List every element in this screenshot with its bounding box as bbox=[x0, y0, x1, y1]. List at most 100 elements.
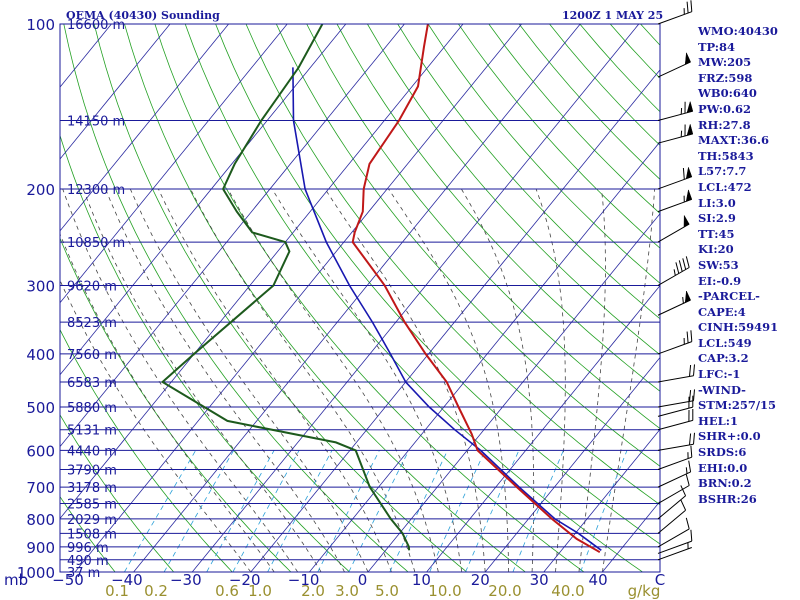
mixing-ratio-line bbox=[232, 450, 300, 572]
wind-barb bbox=[657, 166, 693, 190]
pressure-tick-label: 700 bbox=[26, 479, 55, 497]
wind-barb bbox=[657, 460, 692, 488]
height-label: 1508 m bbox=[67, 527, 117, 542]
wind-barb-full bbox=[680, 499, 687, 511]
wind-barb-full bbox=[682, 167, 685, 180]
mixing-ratio-tick-label: 0.6 bbox=[215, 582, 239, 600]
stability-index-item: WMO:40430 bbox=[698, 24, 778, 38]
wind-barb-pennant bbox=[683, 214, 690, 228]
pressure-unit-label: mb bbox=[4, 571, 28, 589]
wind-barb-half bbox=[673, 269, 676, 276]
temperature-tick-label: −30 bbox=[170, 571, 202, 589]
temperature-trace bbox=[351, 24, 601, 554]
wind-barb-pennant bbox=[686, 123, 694, 136]
stability-index-item: LFC:-1 bbox=[698, 367, 741, 382]
grid-lines bbox=[60, 24, 660, 572]
height-label: 37 m bbox=[67, 566, 100, 581]
wind-barb-full bbox=[693, 364, 695, 376]
wind-barb-pennant bbox=[684, 51, 691, 65]
wind-barb-half bbox=[685, 467, 688, 474]
wind-barb-staff bbox=[657, 509, 686, 534]
pressure-tick-label: 800 bbox=[26, 511, 55, 529]
mixing-ratio-line bbox=[348, 450, 410, 572]
isotherm bbox=[60, 24, 229, 232]
wind-barb-staff bbox=[657, 485, 690, 504]
pressure-tick-label: 200 bbox=[26, 181, 55, 199]
wind-barb-staff bbox=[657, 419, 693, 431]
wind-barb bbox=[657, 485, 687, 520]
height-label: 16600 m bbox=[67, 18, 125, 33]
wind-barb-full bbox=[686, 331, 689, 344]
pressure-tick-label: 400 bbox=[26, 346, 55, 364]
wind-barb-full bbox=[690, 0, 693, 12]
wind-barb-staff bbox=[657, 540, 692, 554]
profile-lines bbox=[160, 24, 602, 554]
stability-index-item: CAPE:4 bbox=[698, 304, 746, 319]
wind-barb-full bbox=[693, 389, 695, 401]
wind-barb-full bbox=[688, 460, 692, 472]
temperature-tick-label: −10 bbox=[288, 571, 320, 589]
wind-barb-staff bbox=[657, 400, 694, 408]
wind-barb bbox=[657, 51, 691, 78]
isotherm bbox=[60, 24, 347, 376]
isotherm bbox=[60, 24, 288, 304]
stability-index-item: SRDS:6 bbox=[698, 445, 747, 460]
mixing-ratio-tick-label: 10.0 bbox=[428, 582, 461, 600]
wind-barbs bbox=[657, 0, 695, 561]
stability-index-item: L57:7.7 bbox=[698, 164, 747, 179]
parcel-trace bbox=[292, 67, 602, 551]
moist-adiabat bbox=[271, 188, 463, 572]
height-label: 9620 m bbox=[67, 279, 117, 294]
pressure-tick-label: 1000 bbox=[17, 564, 55, 582]
mixing-ratio-tick-label: 20.0 bbox=[488, 582, 521, 600]
wind-barb-full bbox=[689, 390, 692, 402]
temperature-unit-label: C bbox=[655, 571, 665, 589]
temperature-tick-label: 10 bbox=[412, 571, 431, 589]
wind-barb-staff bbox=[657, 471, 691, 488]
wind-barb bbox=[657, 214, 690, 243]
dry-adiabat bbox=[124, 24, 526, 572]
height-label: 996 m bbox=[67, 541, 109, 556]
stability-index-item: TP:84 bbox=[698, 39, 736, 54]
temperature-tick-label: 30 bbox=[530, 571, 549, 589]
mixing-ratio-line bbox=[163, 450, 235, 572]
stability-index-item: TH:5843 bbox=[698, 148, 754, 163]
wind-barb bbox=[657, 389, 695, 408]
moist-adiabat bbox=[461, 188, 535, 572]
height-label: 14150 m bbox=[67, 114, 125, 129]
wind-barb-pennant bbox=[686, 100, 694, 114]
stability-index-item: -PARCEL- bbox=[698, 289, 760, 304]
isotherm bbox=[191, 24, 640, 572]
dry-adiabat bbox=[215, 24, 660, 545]
mixing-ratio-line bbox=[317, 450, 380, 572]
wind-barb-pennant bbox=[684, 290, 691, 304]
height-label: 5131 m bbox=[67, 424, 117, 439]
stability-index-item: STM:257/15 bbox=[698, 398, 777, 413]
mixing-ratio-line bbox=[580, 450, 628, 572]
stability-index-item: SW:53 bbox=[698, 257, 739, 272]
isotherm bbox=[309, 141, 660, 572]
moist-adiabat bbox=[60, 279, 252, 572]
wind-barb-full bbox=[682, 258, 687, 270]
mixing-ratio-line bbox=[512, 450, 564, 572]
wind-barb bbox=[657, 330, 693, 355]
mixing-ratio-tick-label: 0.1 bbox=[105, 582, 129, 600]
stability-index-item: WB0:640 bbox=[698, 86, 757, 101]
wind-barb bbox=[657, 123, 694, 144]
stability-index-item: RH:27.8 bbox=[698, 117, 751, 132]
mixing-ratio-line bbox=[429, 450, 486, 572]
wind-barb bbox=[657, 395, 694, 417]
stability-index-item: HEL:1 bbox=[698, 413, 738, 428]
isotherm bbox=[60, 24, 464, 520]
dry-adiabat bbox=[93, 24, 467, 572]
wind-barb bbox=[657, 364, 695, 383]
stability-index-item: LCL:549 bbox=[698, 335, 752, 350]
stability-index-item: KI:20 bbox=[698, 242, 734, 257]
mixing-ratio-tick-label: 2.0 bbox=[301, 582, 325, 600]
stability-index-item: CAP:3.2 bbox=[698, 351, 749, 366]
isotherm bbox=[426, 284, 660, 572]
temperature-tick-label: 20 bbox=[471, 571, 490, 589]
isotherm bbox=[60, 24, 405, 448]
wind-barb bbox=[657, 529, 693, 554]
